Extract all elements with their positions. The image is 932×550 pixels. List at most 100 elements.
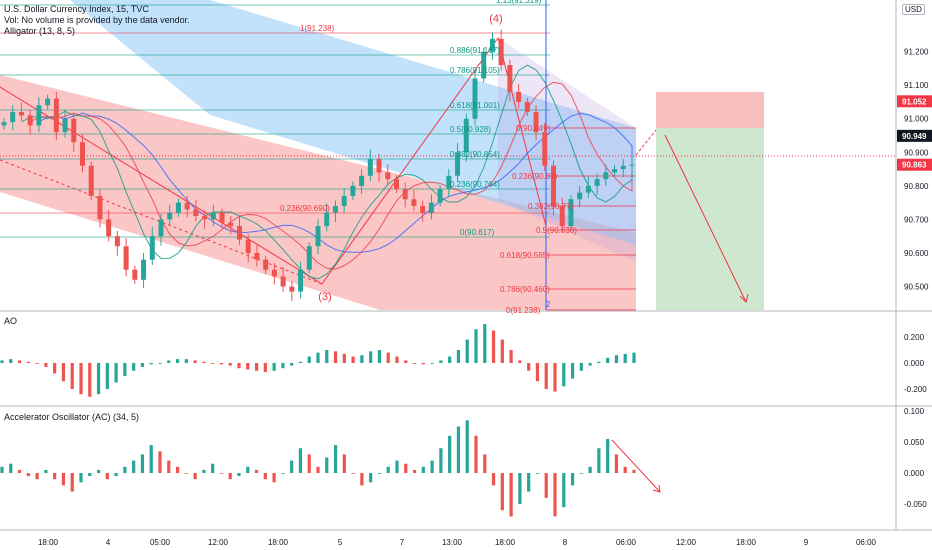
fib2-label-0: 0(90.949): [516, 124, 551, 133]
ao-bar-21: [184, 359, 188, 363]
ao-bar-39: [342, 353, 346, 363]
candle-body-53: [463, 118, 469, 153]
price-tick-4: 90.800: [904, 182, 929, 191]
ac-bar-41: [360, 473, 364, 486]
candle-body-35: [306, 246, 312, 270]
time-tick-14: 06:00: [856, 538, 877, 547]
ao-bar-60: [527, 363, 531, 371]
candle-body-9: [80, 142, 85, 166]
price-axis[interactable]: 91.200 91.100 91.000 90.900 90.800 90.700 90.6…: [897, 48, 932, 292]
forecast-arrow-down: [664, 134, 747, 303]
candle-body-11: [97, 195, 103, 220]
currency-button[interactable]: USD: [902, 4, 925, 15]
candle-body-49: [428, 202, 434, 213]
ao-bar-26: [228, 363, 232, 366]
ac-bar-64: [562, 473, 566, 508]
ao-bar-45: [395, 356, 399, 363]
ac-bar-4: [35, 473, 39, 480]
fibonacci-lines: [0, 4, 636, 311]
ac-bar-21: [184, 473, 188, 474]
candle-body-55: [481, 51, 487, 79]
candle-body-58: [507, 65, 513, 92]
ac-bar-18: [158, 451, 162, 473]
ac-bar-72: [632, 469, 636, 473]
ac-bar-50: [439, 448, 443, 473]
candle-body-43: [376, 159, 382, 173]
ao-bar-67: [588, 363, 592, 366]
ao-bar-59: [518, 360, 522, 363]
ao-bar-12: [105, 363, 109, 389]
candle-body-51: [446, 175, 452, 190]
price-badge-2: 90.863: [902, 161, 927, 170]
ao-bar-71: [623, 353, 627, 363]
ao-bar-63: [553, 363, 557, 392]
time-tick-11: 12:00: [676, 538, 697, 547]
ac-bar-45: [395, 460, 399, 473]
ao-bar-40: [351, 356, 355, 363]
ac-pane-title[interactable]: Accelerator Oscillator (AC) (34, 5): [4, 412, 140, 422]
ao-bar-56: [491, 330, 496, 363]
ao-bar-51: [448, 356, 452, 363]
time-axis[interactable]: 18:00 4 05:00 12:00 18:00 5 7 13:00 18:00 8 06:00 1…: [38, 538, 877, 547]
candle-body-6: [53, 98, 59, 133]
price-tick-3: 90.900: [904, 148, 929, 157]
ac-bar-7: [61, 473, 66, 486]
ao-pane-title[interactable]: AO: [4, 316, 18, 326]
ao-bar-53: [465, 339, 469, 363]
time-tick-6: 7: [400, 538, 405, 547]
fib-label-3: 0.786(91.105): [450, 66, 500, 75]
candle-body-14: [123, 246, 129, 270]
time-tick-1: 4: [106, 538, 111, 547]
ac-axis[interactable]: 0.100 0.050 0.000 -0.050: [904, 407, 927, 509]
ac-bar-35: [307, 454, 311, 473]
candle-body-47: [411, 199, 417, 206]
candle-body-63: [551, 165, 556, 206]
ao-bar-49: [430, 363, 434, 364]
ac-bar-36: [316, 466, 320, 473]
candle-body-39: [341, 195, 347, 206]
candle-body-72: [629, 164, 635, 166]
candle-body-4: [36, 105, 42, 126]
ao-bar-13: [114, 363, 118, 383]
candle-body-27: [237, 226, 242, 240]
candle-body-41: [359, 175, 365, 186]
candle-body-26: [228, 222, 234, 227]
fib-label-8: 0.236(90.690): [280, 204, 330, 213]
ac-bar-33: [290, 460, 294, 473]
indicator-legend[interactable]: Alligator (13, 8, 5): [4, 26, 76, 36]
candle-body-30: [263, 259, 269, 270]
ao-axis[interactable]: 0.200 0.000 -0.200: [904, 333, 927, 394]
candle-body-36: [315, 226, 321, 247]
ao-bar-38: [333, 351, 338, 363]
price-tick-5: 90.700: [904, 215, 929, 224]
ac-bar-24: [211, 463, 215, 473]
candle-body-25: [219, 212, 225, 223]
ao-bar-35: [307, 356, 311, 363]
candle-body-59: [516, 91, 522, 102]
ao-bar-58: [509, 350, 513, 363]
ac-bar-34: [298, 448, 303, 473]
symbol-legend[interactable]: U.S. Dollar Currency Index, 15, TVC Vol:…: [4, 4, 190, 37]
candle-body-71: [620, 165, 626, 170]
ac-bar-11: [96, 469, 101, 473]
candle-body-32: [280, 276, 286, 287]
ac-bar-49: [430, 460, 434, 473]
candle-body-48: [420, 205, 426, 213]
candle-body-57: [498, 38, 504, 66]
fib2-label-6: 0(91.238): [506, 306, 541, 315]
fib-label-7: 0.236(90.764): [450, 180, 500, 189]
ac-tick-2: 0.000: [904, 469, 925, 478]
ac-bar-58: [509, 473, 513, 517]
candle-body-69: [603, 172, 609, 180]
candle-body-50: [437, 189, 443, 203]
candle-body-68: [594, 179, 600, 186]
ac-bar-57: [500, 473, 504, 511]
ao-bar-46: [404, 360, 408, 363]
ao-bar-4: [35, 363, 39, 364]
ac-bar-27: [237, 473, 241, 477]
candle-body-40: [350, 185, 356, 196]
candle-body-28: [245, 239, 251, 253]
fib-label-1: 1(91.238): [300, 24, 335, 33]
ac-bar-14: [123, 466, 127, 473]
